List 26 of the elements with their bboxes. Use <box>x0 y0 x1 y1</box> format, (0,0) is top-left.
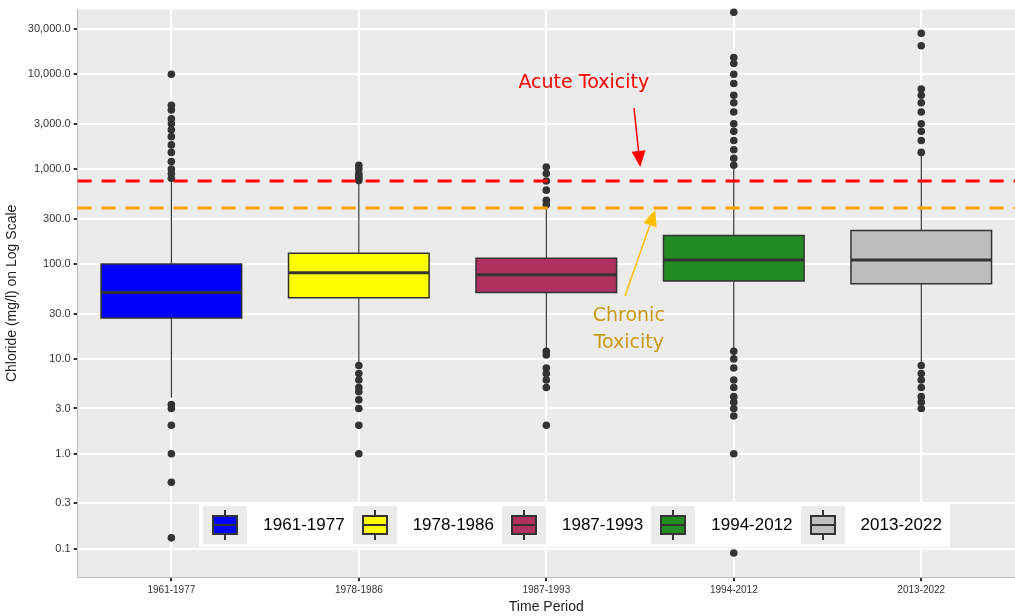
legend-label: 1961-1977 <box>263 515 345 536</box>
y-tick-label: 10.0 <box>49 351 71 364</box>
x-tick-label: 1961-1977 <box>147 583 196 595</box>
y-tick-label: 300.0 <box>43 211 71 224</box>
y-tick-label: 0.3 <box>55 496 71 509</box>
ref-line-label: Acute Toxicity <box>518 69 650 92</box>
x-tick-label: 1987-1993 <box>522 583 571 595</box>
legend-label: 1994-2012 <box>711 515 793 536</box>
x-tick-label: 1978-1986 <box>334 583 384 595</box>
y-tick-label: 30,000.0 <box>27 22 71 34</box>
legend-label: 1978-1986 <box>412 515 494 536</box>
legend-label: 2013-2022 <box>860 515 942 536</box>
x-tick-label: 2013-2022 <box>897 583 946 595</box>
y-tick-label: 100.0 <box>43 257 71 270</box>
y-tick-label: 3.0 <box>55 401 71 414</box>
y-axis-title: Chloride (mg/l) on Log Scale <box>3 204 20 383</box>
legend-label: 1987-1993 <box>561 515 644 536</box>
x-axis-title: Time Period <box>508 598 584 615</box>
y-tick-label: 0.1 <box>55 541 71 554</box>
y-tick-label: 30.0 <box>49 306 71 319</box>
annotation: Chronic Toxicity <box>592 302 665 352</box>
x-tick-label: 1994-2012 <box>709 583 759 595</box>
y-tick-label: 3,000.0 <box>33 116 71 129</box>
y-tick-label: 10,000.0 <box>27 67 71 80</box>
y-tick-label: 1.0 <box>55 446 71 459</box>
y-tick-label: 1,000.0 <box>33 162 71 175</box>
